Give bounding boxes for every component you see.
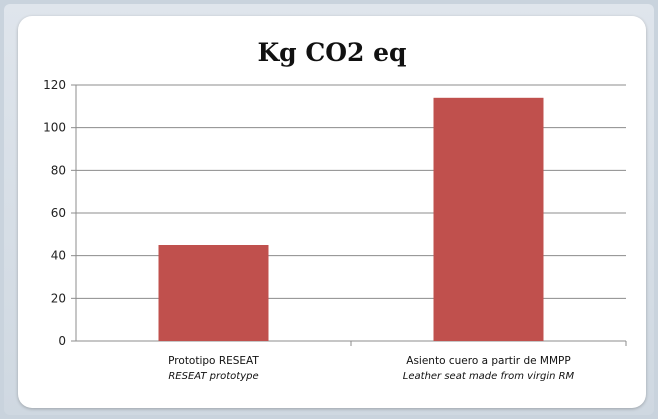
y-tick-label: 40 <box>51 249 66 263</box>
category-label: Prototipo RESEAT <box>168 355 259 367</box>
y-tick-label: 80 <box>51 163 66 177</box>
y-tick-label: 20 <box>51 291 66 305</box>
category-sublabel: RESEAT prototype <box>168 371 258 382</box>
y-tick-label: 100 <box>43 121 66 135</box>
y-tick-label: 60 <box>51 206 66 220</box>
bar <box>158 245 269 341</box>
y-tick-label: 0 <box>58 334 66 348</box>
bar <box>433 97 544 341</box>
y-tick-label: 120 <box>43 78 66 92</box>
category-label: Asiento cuero a partir de MMPP <box>406 355 570 367</box>
chart-title: Kg CO2 eq <box>257 38 407 67</box>
category-sublabel: Leather seat made from virgin RM <box>403 371 575 382</box>
